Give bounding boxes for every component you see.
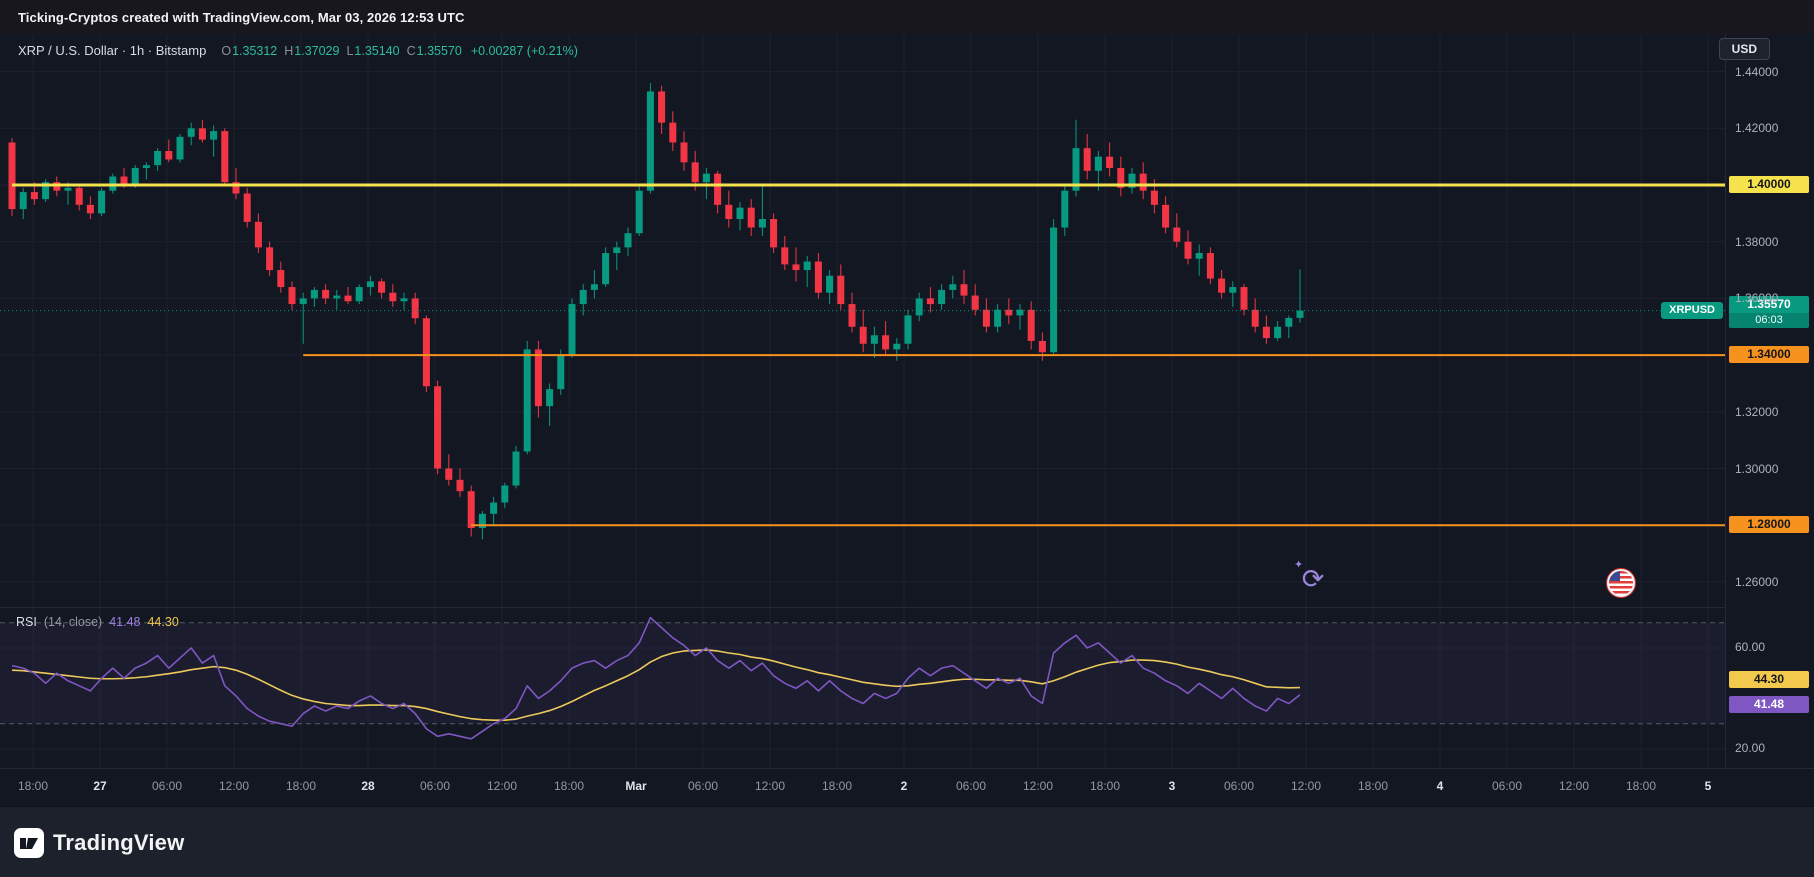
rsi-value-axis-tag: 41.48: [1729, 695, 1809, 713]
time-axis-day-label: 5: [1704, 779, 1712, 793]
replay-event-icon[interactable]: ⟳ ✦: [1294, 559, 1330, 596]
time-axis-label: 18:00: [1089, 779, 1121, 793]
symbol-legend: XRP / U.S. Dollar · 1h · Bitstamp O 1.35…: [18, 43, 578, 58]
bar-countdown: 06:03: [1729, 312, 1809, 328]
rsi-legend: RSI (14, close) 41.48 44.30: [16, 615, 179, 629]
time-axis-label: 12:00: [754, 779, 786, 793]
tradingview-footer: TradingView: [0, 806, 1814, 877]
us-flag-event-icon[interactable]: [1607, 569, 1635, 597]
close-value: 1.35570: [416, 43, 462, 58]
time-axis-day-label: 4: [1436, 779, 1444, 793]
tradingview-brand-name: TradingView: [53, 829, 185, 855]
price-level-tag[interactable]: 1.34000: [1729, 346, 1809, 364]
time-axis-label: 06:00: [419, 779, 451, 793]
price-tick-label: 1.38000: [1735, 234, 1779, 249]
time-axis-label: 12:00: [486, 779, 518, 793]
time-axis-label: 06:00: [1491, 779, 1523, 793]
rsi-pane: RSI (14, close) 41.48 44.30: [0, 607, 1726, 769]
time-axis-label: 18:00: [1357, 779, 1389, 793]
open-label: O: [221, 43, 232, 58]
price-level-tag[interactable]: 1.28000: [1729, 516, 1809, 534]
price-tick-label: 1.32000: [1735, 404, 1779, 419]
time-axis-label: 12:00: [218, 779, 250, 793]
time-axis-day-label: 2: [900, 779, 908, 793]
time-axis-label: 18:00: [821, 779, 853, 793]
rsi-tick-label: 60.00: [1735, 639, 1766, 654]
rsi-ma-axis-tag: 44.30: [1729, 670, 1809, 688]
time-axis-label: 06:00: [687, 779, 719, 793]
rsi-indicator-title[interactable]: RSI: [16, 615, 37, 629]
price-tick-label: 1.26000: [1735, 574, 1779, 589]
symbol-title[interactable]: XRP / U.S. Dollar · 1h · Bitstamp: [18, 43, 207, 58]
flag-union-field: [1609, 571, 1620, 581]
high-value: 1.37029: [294, 43, 340, 58]
rsi-chart-canvas[interactable]: [0, 608, 1726, 769]
time-axis-label: 06:00: [1223, 779, 1255, 793]
change-value: +0.00287 (+0.21%): [470, 43, 578, 58]
open-value: 1.35312: [232, 43, 278, 58]
price-scale[interactable]: 1.35570 06:03 44.30 41.48 1.44000 1.42000…: [1725, 34, 1814, 768]
close-label: C: [406, 43, 416, 58]
rsi-current-value: 41.48: [109, 615, 141, 629]
rsi-ma-current-value: 44.30: [147, 615, 179, 629]
price-level-tag[interactable]: 1.40000: [1729, 176, 1809, 193]
tradingview-logo-mark-icon: [14, 827, 44, 858]
time-axis-label: 18:00: [1625, 779, 1657, 793]
price-tick-label: 1.36000: [1735, 291, 1779, 306]
time-axis-day-label: 3: [1168, 779, 1176, 793]
time-axis-label: 18:00: [285, 779, 317, 793]
time-axis-label: 18:00: [17, 779, 49, 793]
low-label: L: [346, 43, 354, 58]
time-axis-label: 12:00: [1558, 779, 1590, 793]
low-value: 1.35140: [354, 43, 400, 58]
watermark-bar: Ticking-Cryptos created with TradingView…: [0, 0, 1814, 34]
price-tick-label: 1.44000: [1735, 64, 1779, 79]
rsi-params: (14, close): [43, 615, 103, 629]
last-price-tag: 1.35570 06:03: [1729, 295, 1809, 328]
time-axis-label: 18:00: [553, 779, 585, 793]
watermark-title: Ticking-Cryptos created with TradingView…: [18, 9, 465, 25]
time-axis-label: 12:00: [1022, 779, 1054, 793]
currency-toggle-button[interactable]: USD: [1718, 38, 1770, 60]
time-axis-label: 12:00: [1290, 779, 1322, 793]
rsi-tick-label: 20.00: [1735, 740, 1766, 755]
price-tick-label: 1.42000: [1735, 121, 1779, 136]
time-axis-day-label: 27: [93, 779, 107, 793]
time-axis-label: 06:00: [151, 779, 183, 793]
price-tick-label: 1.30000: [1735, 461, 1779, 476]
circular-arrow-icon: ⟳: [1301, 564, 1325, 594]
sparkle-icon: ✦: [1294, 559, 1304, 571]
price-chart-canvas[interactable]: [0, 34, 1726, 607]
price-line-symbol-badge: XRPUSD: [1661, 301, 1723, 319]
time-axis-label: 06:00: [955, 779, 987, 793]
tradingview-logo[interactable]: TradingView: [14, 827, 185, 858]
high-label: H: [284, 43, 294, 58]
time-axis-day-label: 28: [361, 779, 375, 793]
price-pane: XRP / U.S. Dollar · 1h · Bitstamp O 1.35…: [0, 34, 1726, 607]
time-axis-day-label: Mar: [625, 779, 647, 793]
last-price-value: 1.35570: [1729, 295, 1809, 313]
time-axis[interactable]: 18:00 27 06:00 12:00 18:00 28 06:00 12:00 18:00 M…: [0, 768, 1814, 807]
